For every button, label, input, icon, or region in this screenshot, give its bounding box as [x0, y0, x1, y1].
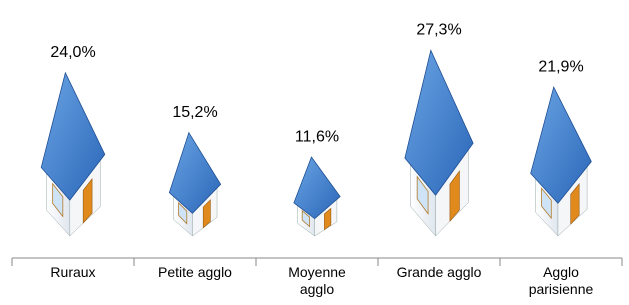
- chart-svg: 24,0% 15,2% 11,6% 27,3% 21,9%: [0, 0, 629, 305]
- house: [405, 50, 473, 236]
- value-label: 27,3%: [416, 22, 461, 39]
- x-tick-label: Petite agglo: [134, 264, 256, 281]
- value-label: 15,2%: [172, 104, 217, 121]
- x-tick-label: Ruraux: [12, 264, 134, 281]
- house: [41, 73, 105, 236]
- x-tick-label: Grande agglo: [378, 264, 500, 281]
- house: [169, 133, 220, 236]
- value-label: 21,9%: [538, 58, 583, 75]
- value-label: 24,0%: [50, 44, 95, 61]
- house: [294, 157, 340, 236]
- x-tick-label: Moyenne agglo: [256, 264, 378, 298]
- x-tick-label: Agglo parisienne: [500, 264, 622, 298]
- value-label: 11,6%: [295, 128, 339, 145]
- house: [531, 87, 592, 236]
- chart: 24,0% 15,2% 11,6% 27,3% 21,9% RurauxPetite a…: [0, 0, 629, 305]
